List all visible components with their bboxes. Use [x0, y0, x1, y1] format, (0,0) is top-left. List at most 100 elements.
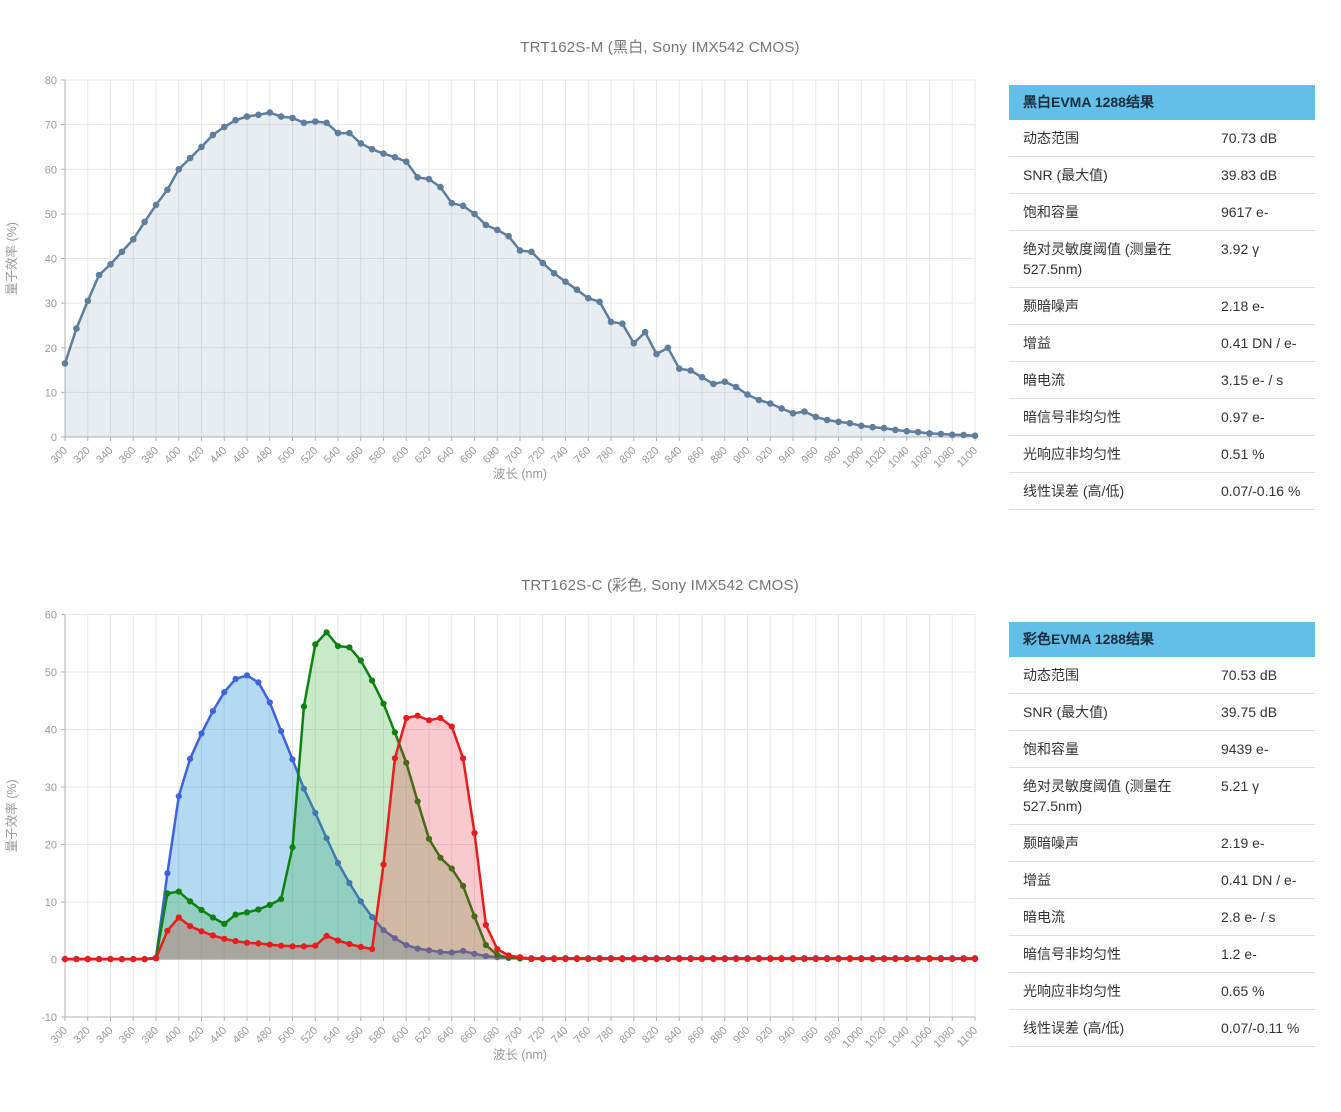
x-tick-label: 720 — [526, 1025, 547, 1046]
x-tick-label: 1080 — [932, 445, 958, 471]
y-tick-labels: 0 10 20 30 40 50 60 70 80 — [45, 75, 57, 444]
result-label: 线性误差 (高/低) — [1023, 1020, 1125, 1036]
table-row: 线性误差 (高/低) 0.07/-0.11 % — [1009, 1010, 1315, 1047]
data-point — [482, 953, 489, 960]
data-point — [778, 955, 785, 962]
data-point — [425, 717, 433, 724]
y-tick-label: -10 — [41, 1012, 57, 1024]
data-point — [323, 932, 330, 939]
data-point — [289, 114, 296, 122]
x-tick-label: 640 — [435, 445, 456, 466]
result-value: 2.18 e- — [1221, 298, 1265, 314]
x-tick-label: 460 — [231, 1025, 252, 1046]
x-tick-label: 560 — [344, 445, 365, 466]
data-point — [323, 835, 330, 842]
data-point — [528, 955, 535, 962]
data-point — [721, 378, 729, 386]
x-tick-label: 360 — [117, 445, 138, 466]
data-point — [346, 940, 353, 948]
data-point — [630, 340, 638, 347]
data-point — [459, 202, 467, 210]
series-红色通道 — [61, 712, 979, 963]
data-point — [380, 861, 387, 868]
x-tick-label: 780 — [595, 1025, 616, 1046]
data-point — [903, 955, 910, 962]
data-point — [198, 906, 205, 914]
data-point — [505, 232, 512, 240]
data-point — [755, 955, 763, 962]
data-point — [266, 109, 274, 116]
x-tick-label: 600 — [390, 445, 411, 466]
x-tick-label: 460 — [231, 445, 252, 466]
data-point — [494, 951, 501, 958]
data-point — [596, 955, 603, 962]
y-axis-label: 量子效率 (%) — [4, 222, 19, 295]
data-point — [539, 955, 546, 962]
data-point — [960, 431, 967, 439]
data-point — [300, 119, 308, 127]
x-tick-label: 860 — [686, 445, 707, 466]
data-point — [232, 116, 239, 124]
data-point — [84, 297, 92, 305]
data-point — [277, 113, 285, 120]
data-point — [369, 946, 376, 953]
color-result-table: 彩色EVMA 1288结果 动态范围 70.53 dB SNR (最大值) 39.75… — [1009, 622, 1315, 1047]
data-point — [448, 723, 455, 730]
mono-qe-chart[interactable]: 300 320 340 360 380 400 420 440 460 480 500 520 540 5… — [0, 60, 990, 518]
result-label: 光响应非均匀性 — [1023, 446, 1121, 462]
data-point — [118, 248, 126, 256]
data-point — [312, 118, 319, 125]
result-value: 0.97 e- — [1221, 409, 1265, 425]
data-point — [437, 948, 444, 956]
table-row: 动态范围 70.53 dB — [1009, 657, 1315, 694]
data-point — [653, 350, 660, 358]
x-tick-label: 1000 — [841, 445, 867, 471]
data-point — [824, 955, 831, 962]
data-point — [334, 859, 342, 866]
data-point — [551, 955, 558, 962]
result-label: SNR (最大值) — [1023, 167, 1108, 183]
data-point — [266, 699, 273, 706]
data-point — [425, 947, 433, 954]
data-point — [926, 430, 933, 437]
result-label: 线性误差 (高/低) — [1023, 483, 1125, 499]
data-point — [403, 759, 410, 766]
result-label: 颞暗噪声 — [1023, 298, 1079, 314]
data-point — [767, 400, 774, 407]
data-point — [323, 629, 330, 636]
x-tick-label: 420 — [185, 445, 206, 466]
data-point — [187, 898, 194, 905]
y-tick-label: 40 — [45, 725, 57, 737]
data-point — [198, 143, 205, 151]
x-tick-label: 580 — [367, 445, 388, 466]
y-tick-label: 30 — [45, 298, 57, 310]
result-value: 0.41 DN / e- — [1221, 335, 1297, 351]
data-point — [573, 286, 581, 293]
data-point — [312, 641, 319, 648]
data-point — [903, 427, 911, 435]
data-point — [61, 360, 69, 367]
y-tick-label: 30 — [45, 782, 57, 794]
y-tick-label: 0 — [51, 955, 57, 967]
x-tick-label: 340 — [94, 1025, 115, 1046]
data-point — [710, 380, 717, 388]
data-point — [175, 888, 182, 895]
data-point — [642, 955, 649, 962]
data-point — [801, 408, 808, 415]
data-point — [243, 939, 251, 946]
data-point — [255, 679, 262, 686]
color-qe-chart[interactable]: 300 320 340 360 380 400 420 440 460 480 500 520 540 5… — [0, 600, 990, 1072]
result-label: 增益 — [1023, 872, 1051, 888]
x-tick-label: 1100 — [955, 445, 980, 470]
x-axis-label: 波长 (nm) — [493, 467, 547, 481]
x-tick-label: 920 — [754, 1025, 775, 1046]
data-point — [278, 728, 285, 735]
data-point — [346, 644, 353, 651]
x-tick-label: 840 — [663, 445, 684, 466]
data-point — [892, 955, 899, 962]
result-label: 饱和容量 — [1023, 204, 1079, 220]
data-point — [380, 700, 387, 707]
data-point — [266, 901, 273, 908]
data-point — [243, 909, 251, 916]
data-point — [107, 956, 114, 963]
